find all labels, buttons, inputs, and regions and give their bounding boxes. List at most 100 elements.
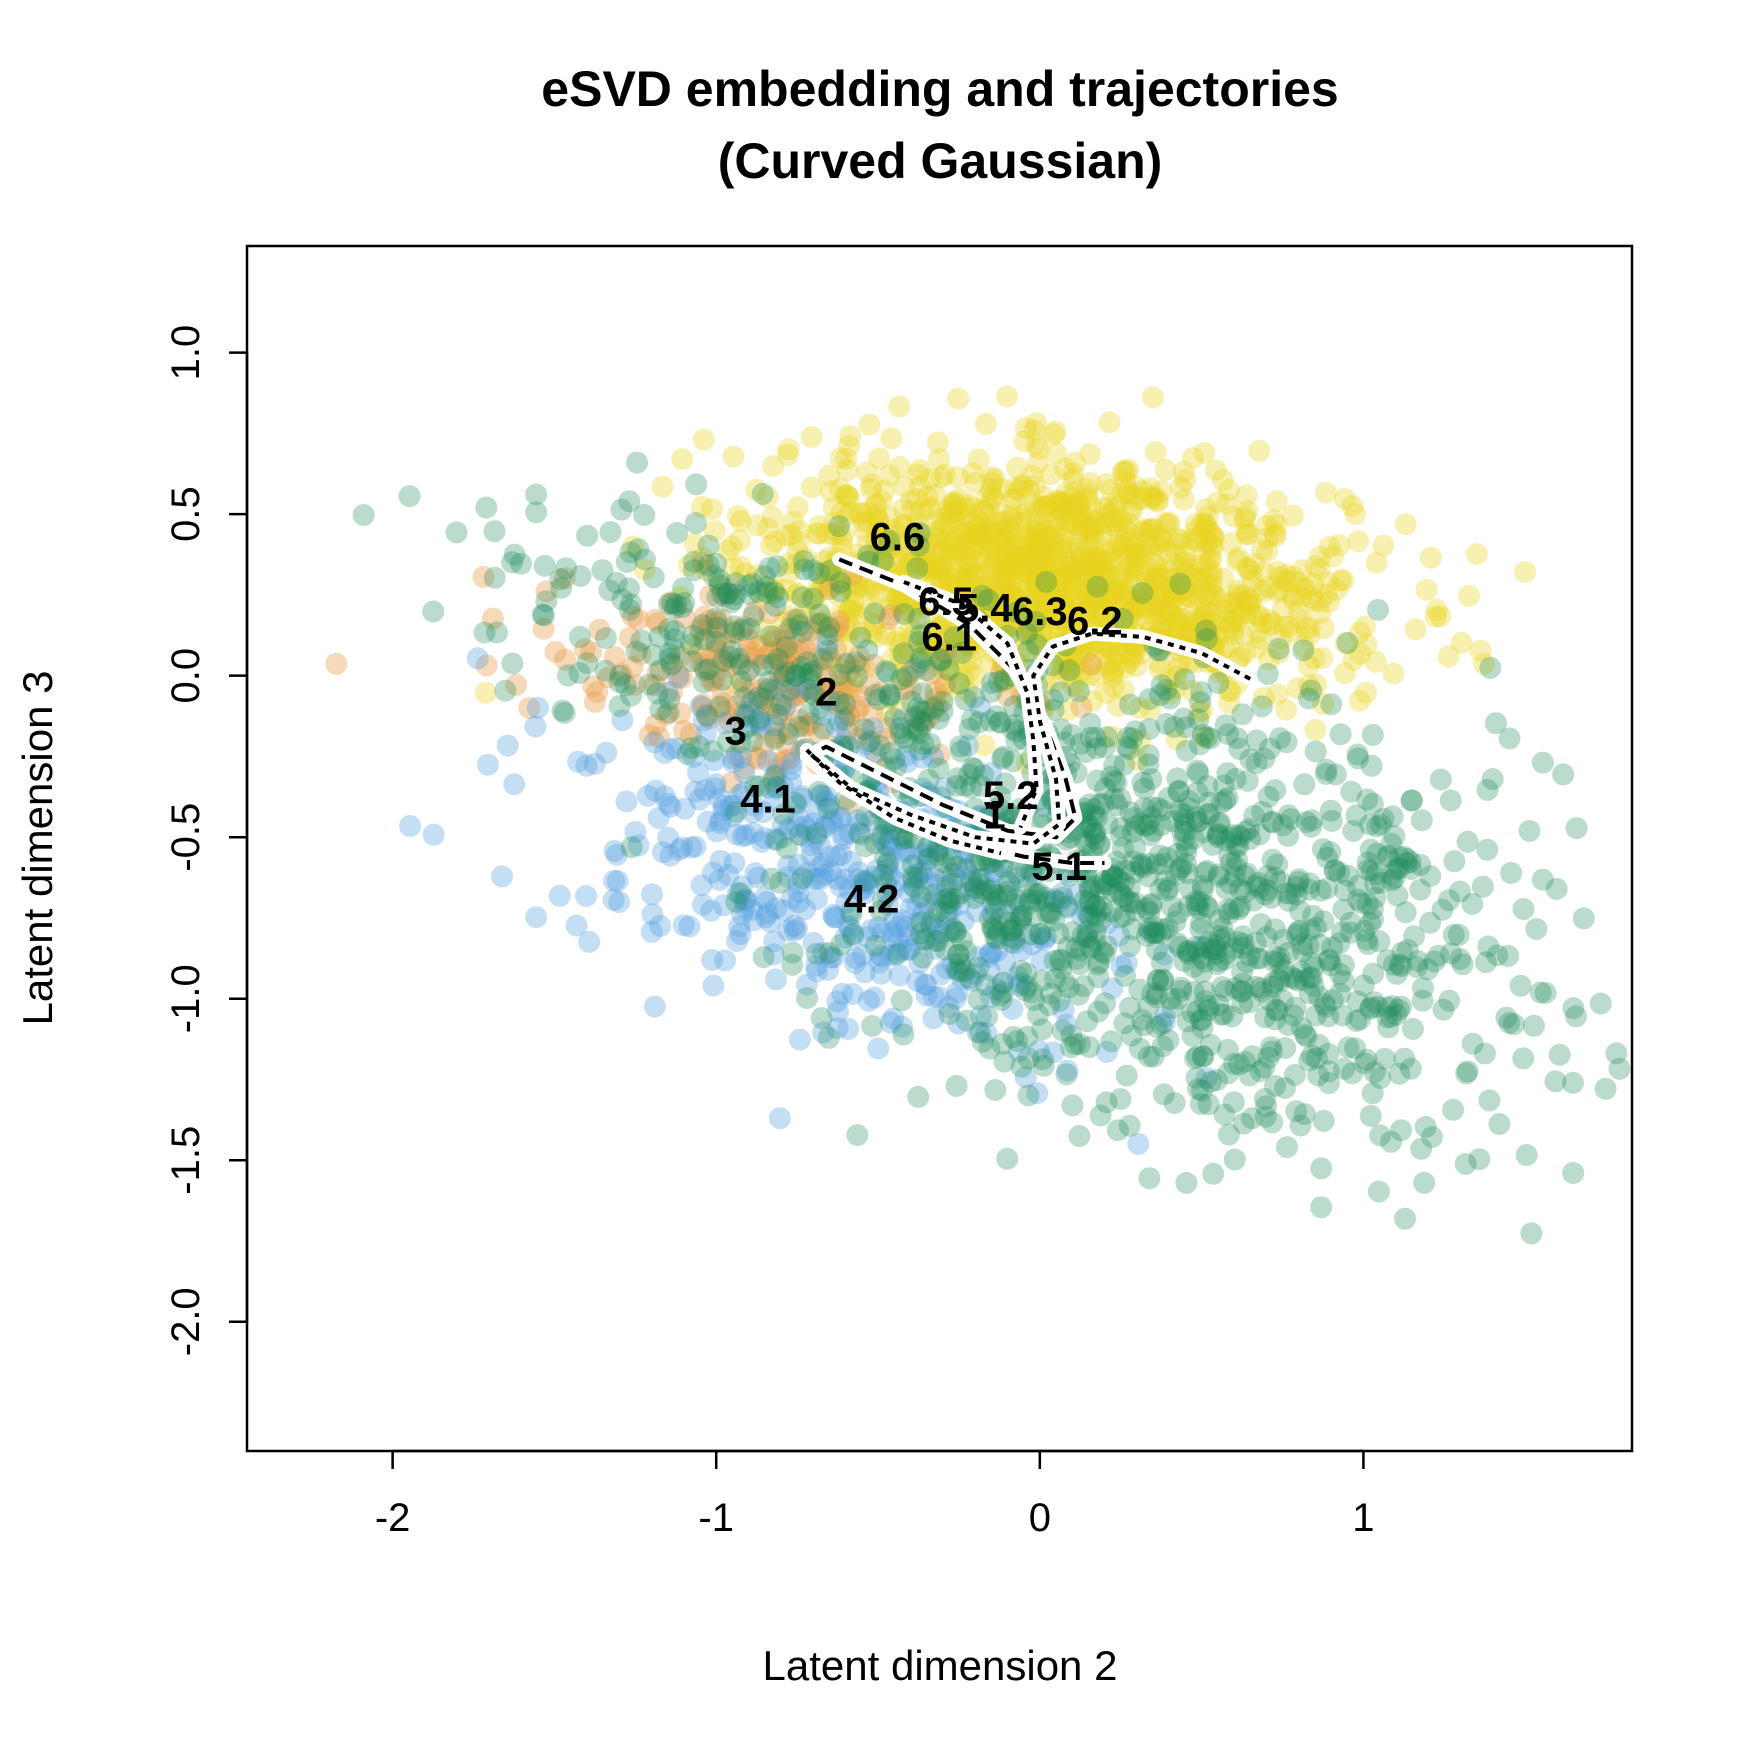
scatter-point: [1146, 606, 1169, 628]
scatter-point: [994, 546, 1017, 569]
scatter-point: [1281, 504, 1304, 527]
scatter-point: [1321, 989, 1344, 1012]
scatter-point: [591, 559, 614, 582]
scatter-point: [911, 682, 934, 705]
scatter-point: [916, 529, 939, 552]
scatter-point: [1127, 587, 1150, 610]
scatter-point: [816, 623, 839, 646]
scatter-point: [1015, 578, 1038, 600]
scatter-point: [1320, 693, 1343, 716]
scatter-point: [1258, 648, 1281, 671]
scatter-point: [1126, 488, 1149, 511]
scatter-point: [849, 620, 872, 643]
scatter-point: [1101, 540, 1124, 563]
scatter-point: [981, 555, 1004, 578]
scatter-point: [1413, 1171, 1436, 1194]
scatter-point: [1212, 774, 1235, 797]
scatter-point: [893, 475, 916, 498]
scatter-point: [1451, 953, 1474, 976]
scatter-point: [1069, 495, 1092, 518]
scatter-point: [1082, 557, 1105, 580]
scatter-point: [1150, 479, 1173, 502]
scatter-point: [842, 590, 865, 613]
scatter-point: [1054, 586, 1077, 609]
scatter-point: [820, 563, 843, 586]
scatter-point: [838, 487, 861, 510]
scatter-point: [1171, 607, 1194, 630]
scatter-point: [717, 539, 739, 562]
scatter-point: [1034, 576, 1057, 599]
scatter-point: [992, 510, 1015, 533]
y-axis-label: Latent dimension 3: [14, 671, 61, 1026]
scatter-point: [1129, 642, 1152, 665]
scatter-point: [1106, 1119, 1129, 1142]
scatter-point: [1106, 534, 1129, 557]
scatter-point: [1152, 615, 1175, 638]
scatter-point: [1064, 654, 1087, 677]
scatter-point: [1394, 513, 1417, 536]
scatter-point: [859, 478, 882, 501]
scatter-point: [1076, 571, 1099, 594]
scatter-point: [1110, 642, 1133, 665]
scatter-point: [525, 906, 548, 929]
scatter-point: [829, 447, 852, 470]
scatter-point: [1189, 578, 1212, 601]
scatter-point: [1072, 514, 1095, 537]
scatter-point: [1219, 872, 1242, 895]
scatter-point: [781, 953, 804, 976]
scatter-point: [671, 596, 694, 619]
scatter-point: [880, 427, 903, 450]
scatter-point: [1364, 872, 1386, 895]
scatter-point: [1096, 582, 1119, 605]
scatter-point: [1047, 491, 1070, 514]
scatter-point: [1160, 575, 1183, 598]
scatter-point: [920, 496, 943, 519]
scatter-point: [916, 556, 939, 579]
scatter-point: [1065, 596, 1088, 619]
scatter-point: [567, 750, 590, 773]
scatter-point: [981, 520, 1004, 543]
scatter-point: [641, 883, 663, 906]
scatter-point: [835, 447, 858, 470]
scatter-point: [930, 650, 953, 673]
scatter-point: [842, 599, 865, 622]
scatter-point: [1195, 582, 1218, 605]
scatter-point: [1110, 544, 1133, 567]
scatter-point: [979, 586, 1002, 609]
scatter-point: [1030, 496, 1053, 519]
scatter-point: [937, 647, 960, 670]
scatter-point: [1438, 989, 1461, 1012]
scatter-point: [1146, 555, 1169, 578]
scatter-point: [1007, 537, 1030, 560]
scatter-point: [702, 974, 725, 997]
scatter-point: [1063, 557, 1086, 580]
scatter-point: [892, 1023, 915, 1046]
scatter-point: [1334, 662, 1356, 685]
scatter-point: [909, 475, 931, 498]
scatter-point: [1021, 526, 1043, 549]
scatter-point: [1290, 559, 1313, 582]
scatter-point: [1192, 540, 1215, 563]
scatter-point: [1455, 1062, 1478, 1085]
scatter-point: [775, 578, 798, 601]
scatter-point: [1038, 564, 1061, 587]
scatter-point: [1005, 546, 1028, 569]
scatter-point: [941, 501, 964, 524]
scatter-point: [1295, 617, 1318, 640]
scatter-point: [1215, 942, 1238, 965]
scatter-point: [1190, 512, 1213, 535]
scatter-point: [1227, 546, 1250, 569]
scatter-point: [1193, 621, 1216, 644]
scatter-point: [1159, 576, 1182, 599]
scatter-point: [1043, 577, 1066, 600]
scatter-point: [950, 522, 972, 545]
scatter-point: [1048, 613, 1070, 636]
scatter-point: [1145, 558, 1168, 581]
scatter-point: [1050, 498, 1073, 521]
scatter-point: [980, 680, 1003, 703]
scatter-point: [907, 513, 930, 536]
scatter-point: [944, 493, 967, 516]
scatter-point: [991, 547, 1014, 570]
scatter-point: [1000, 509, 1022, 531]
scatter-point: [1193, 518, 1216, 541]
